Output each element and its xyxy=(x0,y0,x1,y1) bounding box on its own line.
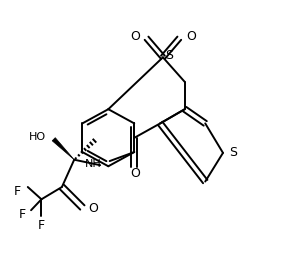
Text: F: F xyxy=(38,219,45,232)
Text: O: O xyxy=(88,202,98,215)
Text: S: S xyxy=(229,146,237,159)
Text: O: O xyxy=(130,29,140,43)
Text: NH: NH xyxy=(85,159,102,169)
Text: HO: HO xyxy=(29,132,46,141)
Polygon shape xyxy=(52,138,74,160)
Text: F: F xyxy=(14,185,21,198)
Text: O: O xyxy=(131,167,140,180)
Text: F: F xyxy=(19,208,26,221)
Text: O: O xyxy=(186,29,196,43)
Text: S: S xyxy=(165,49,173,63)
